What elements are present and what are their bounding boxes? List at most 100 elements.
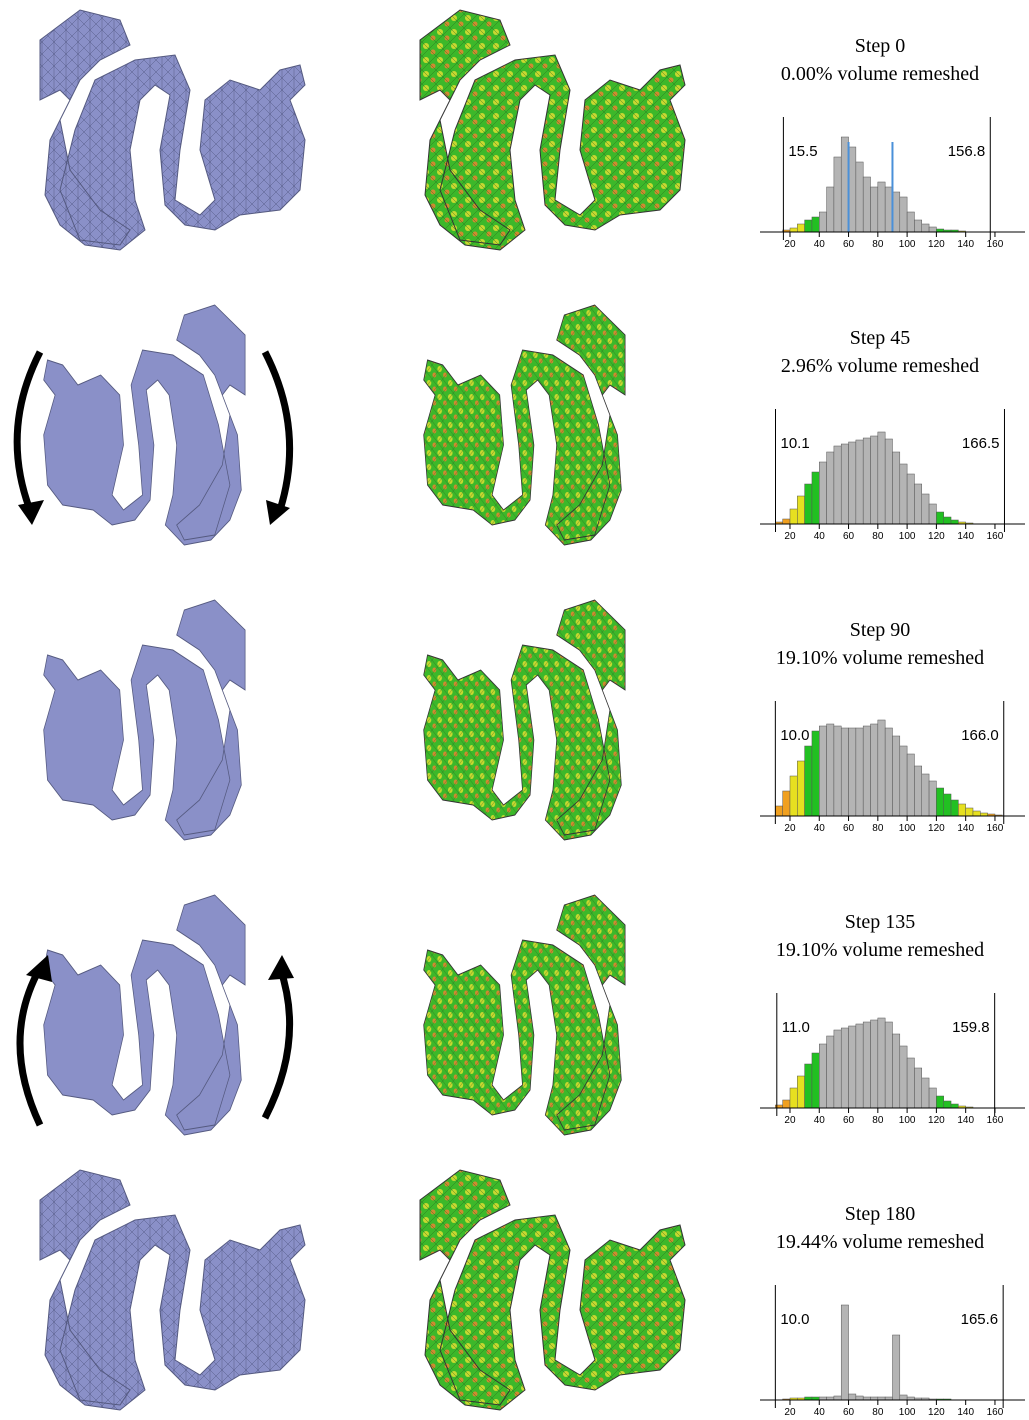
histogram-bar bbox=[936, 511, 944, 525]
histogram-bar bbox=[943, 516, 952, 525]
histogram-bar bbox=[797, 223, 805, 233]
x-tick-label: 120 bbox=[928, 1115, 945, 1126]
x-tick-label: 60 bbox=[843, 1407, 855, 1418]
histogram-bar bbox=[826, 1035, 835, 1109]
histogram-bar bbox=[943, 793, 952, 817]
arrow bbox=[261, 350, 294, 512]
histogram-bar bbox=[819, 211, 827, 233]
histogram-bar bbox=[870, 1019, 879, 1109]
x-tick-label: 20 bbox=[784, 823, 796, 834]
histogram-bar bbox=[826, 186, 835, 233]
arrow bbox=[13, 350, 44, 512]
histogram-bar bbox=[862, 176, 871, 233]
histogram-bar bbox=[811, 730, 820, 817]
histogram-bar bbox=[782, 1099, 791, 1109]
arrowhead bbox=[268, 955, 294, 980]
histogram-bar bbox=[862, 1021, 871, 1109]
histogram-bar bbox=[892, 735, 901, 817]
histogram-bar bbox=[789, 775, 798, 817]
histogram-bar bbox=[884, 727, 893, 817]
x-tick-label: 80 bbox=[872, 823, 884, 834]
x-tick-label: 100 bbox=[899, 1115, 916, 1126]
arrow bbox=[261, 966, 294, 1120]
histogram-bar bbox=[833, 1029, 842, 1109]
arrowhead bbox=[26, 955, 52, 982]
x-tick-label: 80 bbox=[872, 1115, 884, 1126]
histogram-bar bbox=[826, 723, 835, 817]
histogram-bar bbox=[921, 223, 930, 233]
histogram-bar bbox=[804, 483, 813, 525]
x-tick-label: 100 bbox=[899, 531, 916, 542]
arrowhead bbox=[266, 500, 290, 525]
histogram-bar bbox=[870, 435, 879, 525]
histogram-bar bbox=[848, 146, 857, 233]
chart-subtitle: 19.10% volume remeshed bbox=[776, 647, 984, 669]
histogram-bar bbox=[936, 1095, 944, 1109]
histogram-bar bbox=[906, 753, 915, 817]
chart-title: Step 90 bbox=[850, 619, 911, 641]
histogram-bar bbox=[972, 810, 981, 817]
chart-title: Step 180 bbox=[845, 1203, 916, 1225]
x-tick-label: 120 bbox=[928, 531, 945, 542]
histogram-bar bbox=[914, 1067, 923, 1109]
extreme-angle-label: 165.6 bbox=[961, 1311, 999, 1328]
x-tick-label: 40 bbox=[814, 1407, 826, 1418]
histogram-bar bbox=[811, 216, 820, 233]
histogram-bar bbox=[899, 463, 908, 525]
histogram-bar bbox=[950, 1103, 959, 1109]
histogram-bar bbox=[775, 805, 783, 817]
mesh-render bbox=[43, 894, 246, 1136]
chart-subtitle: 19.44% volume remeshed bbox=[776, 1231, 984, 1253]
x-tick-label: 40 bbox=[814, 531, 826, 542]
histogram-bar bbox=[877, 719, 886, 817]
histogram-bar bbox=[855, 161, 864, 233]
histogram-bar bbox=[862, 725, 871, 817]
histogram-bar bbox=[789, 1087, 798, 1109]
histogram-bar bbox=[928, 226, 937, 233]
histogram-bar bbox=[899, 1045, 908, 1109]
extreme-angle-label: 11.0 bbox=[782, 1019, 810, 1036]
quality-render bbox=[419, 1169, 686, 1411]
histogram-bar bbox=[848, 441, 857, 525]
x-tick-label: 120 bbox=[928, 239, 945, 250]
chart-title: Step 135 bbox=[845, 911, 916, 933]
histogram-bar bbox=[804, 219, 813, 233]
quality-render bbox=[419, 9, 686, 251]
rotation-arrows bbox=[13, 350, 294, 1127]
histogram-bar bbox=[833, 725, 842, 817]
histogram-bar bbox=[914, 483, 923, 525]
histogram-bar bbox=[906, 473, 915, 525]
x-tick-label: 60 bbox=[843, 531, 855, 542]
x-tick-label: 40 bbox=[814, 823, 826, 834]
extreme-angle-label: 10.0 bbox=[780, 1311, 809, 1328]
histogram-bar bbox=[833, 1395, 842, 1401]
x-tick-label: 60 bbox=[843, 1115, 855, 1126]
histogram-bar bbox=[819, 1043, 827, 1109]
chart-title: Step 0 bbox=[855, 35, 906, 57]
histogram-bar bbox=[914, 219, 923, 233]
extreme-angle-label: 15.5 bbox=[788, 143, 817, 160]
histogram-bar bbox=[797, 1075, 805, 1109]
histogram-bar bbox=[906, 1057, 915, 1109]
x-tick-label: 80 bbox=[872, 531, 884, 542]
histogram-bar bbox=[892, 191, 901, 233]
histogram-bar bbox=[921, 773, 930, 817]
chart-subtitle: 19.10% volume remeshed bbox=[776, 939, 984, 961]
histogram-bar bbox=[877, 181, 886, 233]
histogram-bar bbox=[899, 745, 908, 817]
x-tick-label: 80 bbox=[872, 239, 884, 250]
histogram-bar bbox=[804, 1063, 813, 1109]
histogram-bar bbox=[877, 431, 886, 525]
x-tick-label: 160 bbox=[987, 1407, 1004, 1418]
x-tick-label: 120 bbox=[928, 823, 945, 834]
x-tick-label: 20 bbox=[784, 531, 796, 542]
histogram-bar bbox=[855, 1023, 864, 1109]
x-tick-label: 140 bbox=[957, 1115, 974, 1126]
histogram-bar bbox=[906, 211, 915, 233]
histogram-bar bbox=[840, 727, 849, 817]
histogram-bar bbox=[870, 186, 879, 233]
histogram-bar bbox=[928, 503, 937, 525]
histogram-bar bbox=[892, 451, 901, 525]
histogram-bar bbox=[877, 1017, 886, 1109]
